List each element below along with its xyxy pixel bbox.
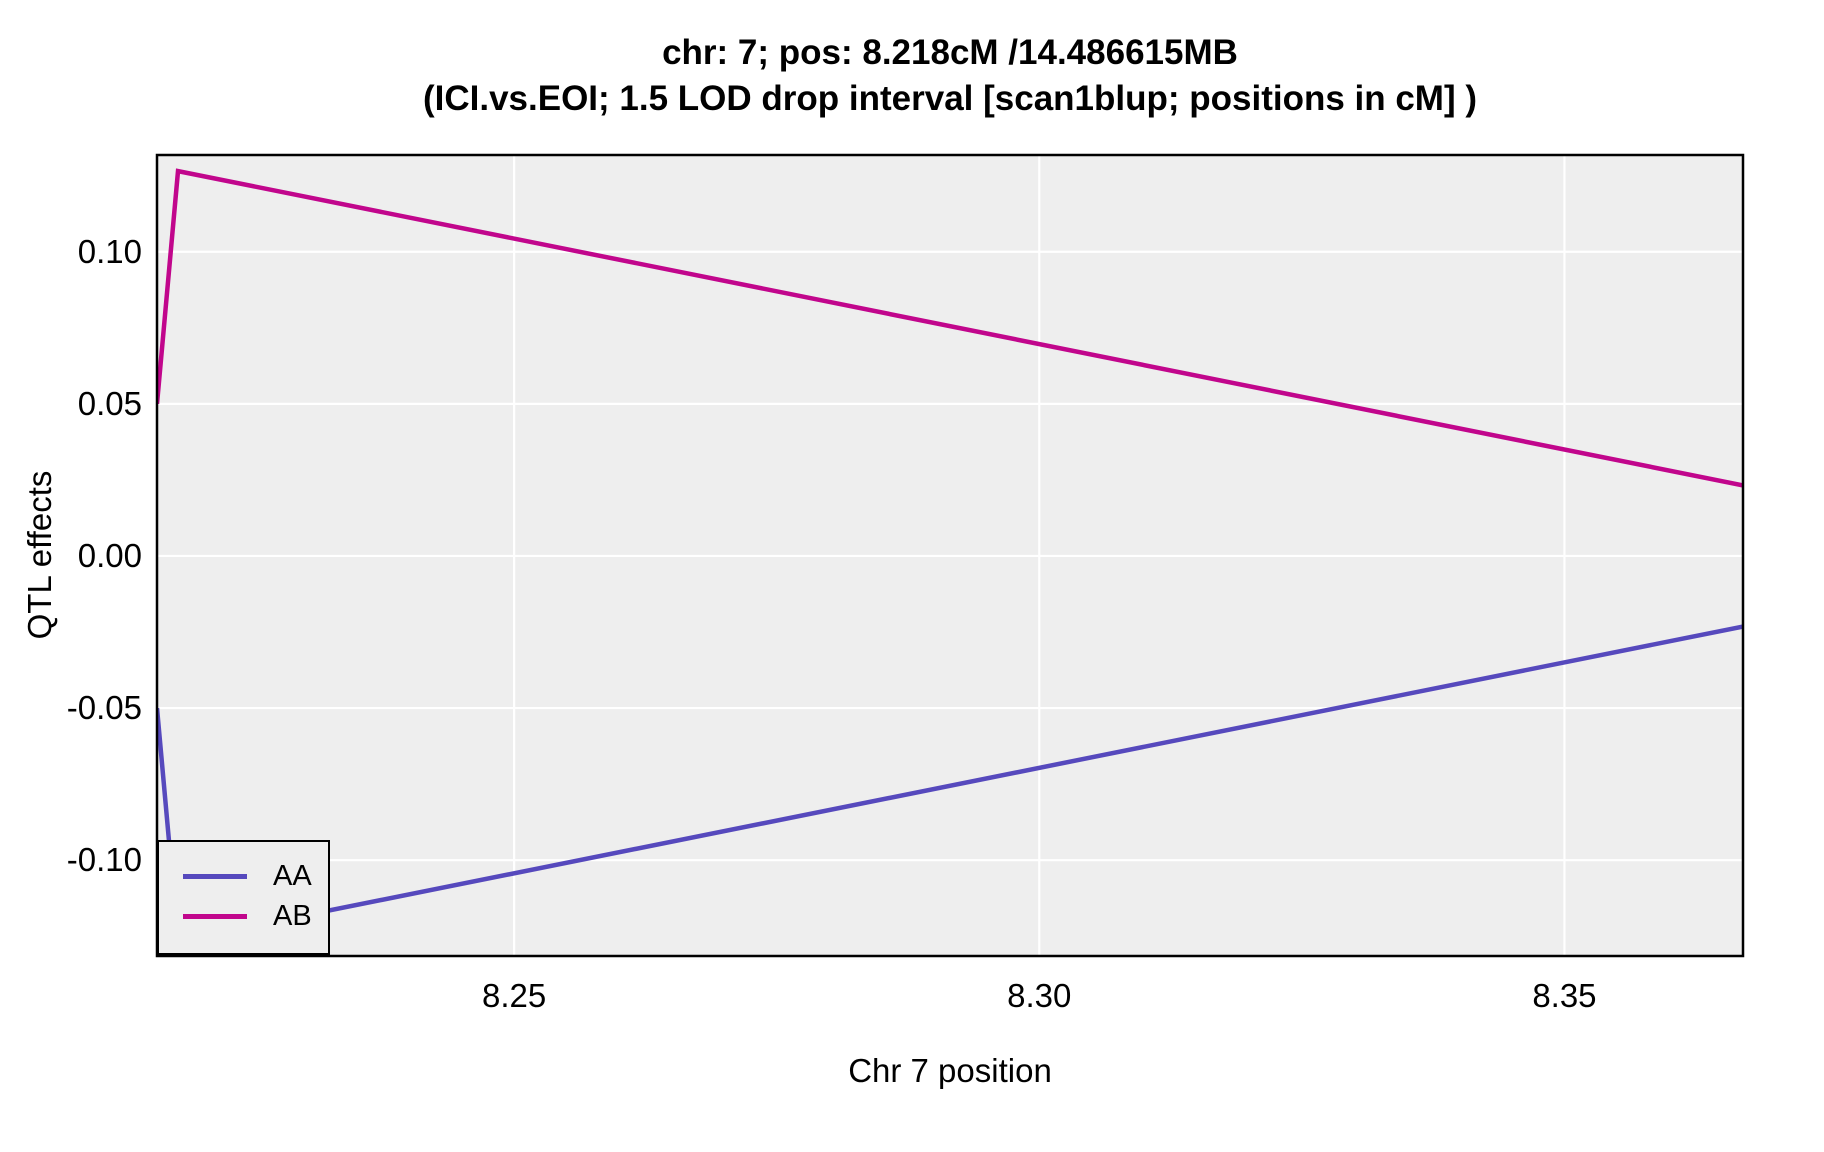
x-axis-title: Chr 7 position [848, 1052, 1052, 1089]
legend: AA AB [157, 840, 330, 955]
y-tick-label: -0.10 [66, 841, 142, 879]
x-tick-label: 8.25 [481, 977, 547, 1014]
series-line-ab [157, 168, 1743, 488]
legend-line-sample-aa [183, 873, 247, 879]
y-tick-label: 0.10 [77, 232, 142, 270]
legend-entry-ab: AB [159, 896, 328, 936]
y-tick-label: -0.05 [66, 689, 142, 727]
legend-label-ab: AB [273, 899, 312, 932]
chart-title: chr: 7; pos: 8.218cM /14.486615MB (ICI.v… [157, 30, 1743, 122]
legend-line-sample-ab [183, 913, 247, 919]
chart-title-line2: (ICI.vs.EOI; 1.5 LOD drop interval [scan… [422, 79, 1478, 118]
y-tick-label: 0.05 [77, 384, 142, 422]
x-tick-label: 8.35 [1532, 977, 1597, 1014]
panel-border [155, 153, 1745, 958]
legend-label-aa: AA [273, 859, 312, 892]
x-tick-label: 8.30 [1007, 977, 1072, 1014]
legend-entry-aa: AA [159, 856, 328, 896]
y-tick-label: 0.00 [77, 536, 142, 574]
chart-title-line1: chr: 7; pos: 8.218cM /14.486615MB [662, 33, 1238, 72]
